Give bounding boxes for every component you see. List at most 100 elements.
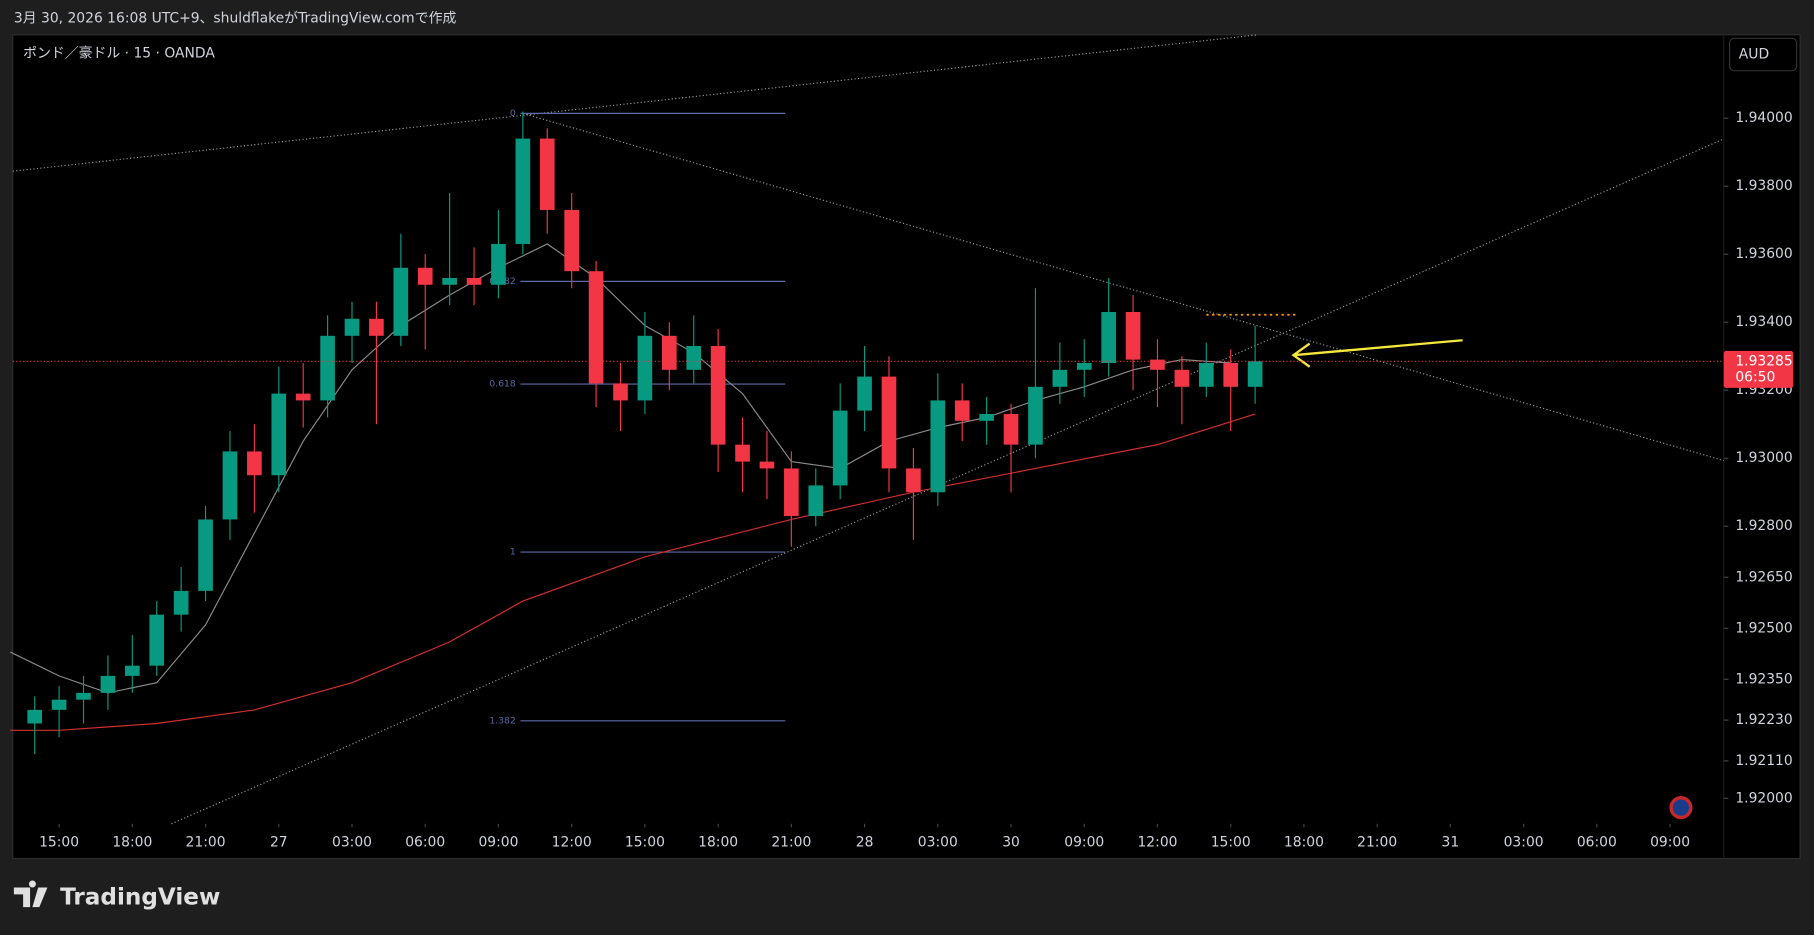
candle-body [1198,363,1214,387]
candle-body [1125,311,1141,360]
trendline [522,112,1724,462]
y-tick-label: 1.92230 [1735,712,1792,728]
last-price-tag [1723,350,1794,388]
currency-label[interactable]: AUD [1739,46,1769,62]
candle-body [1076,363,1092,370]
candle-body [588,271,604,384]
candle-body [637,335,653,401]
x-tick-label: 15:00 [625,834,665,850]
candle-body [198,519,213,591]
candle-body [930,400,946,493]
candle-body [1247,361,1263,387]
x-tick-label: 18:00 [698,834,738,850]
arrow-head [1291,342,1311,368]
candle-body [613,383,628,401]
candle-body [979,414,994,421]
candle-body [735,444,750,462]
x-tick-label: 12:00 [1137,834,1177,850]
flag-inner [1672,799,1690,816]
last-price-label: 1.93285 [1735,353,1792,369]
candle-body [1028,386,1043,445]
flag-icon [1669,796,1693,820]
y-tick-label: 1.92350 [1735,671,1792,687]
candle-body [76,692,91,700]
candle-body [247,451,262,476]
candle-body [1101,311,1116,364]
y-tick-label: 1.93800 [1735,178,1792,194]
logo-text: TradingView [60,884,220,910]
trendline [12,34,1258,172]
candle-body [222,451,238,520]
candle-body [1003,414,1019,445]
x-tick-label: 28 [856,834,874,850]
x-tick-label: 12:00 [552,834,592,850]
candle-body [173,590,189,615]
y-tick-label: 1.93600 [1735,246,1792,262]
candle-body [686,346,702,370]
y-tick-label: 1.92800 [1735,518,1792,534]
candle-body [320,335,335,401]
currency-button[interactable]: AUD [1728,37,1798,72]
x-tick-label: 18:00 [1284,834,1324,850]
candle-body [564,209,580,272]
candle-body [759,461,775,469]
candle-body [491,243,506,285]
currency-button-frame[interactable] [1728,37,1798,72]
moving-average [10,243,1231,694]
candle-body [1150,359,1165,370]
candle-body [393,267,409,336]
fib-label: 1 [510,547,516,558]
candle-body [881,376,897,469]
x-tick-label: 18:00 [112,834,152,850]
candle-body [295,393,311,401]
x-tick-label: 03:00 [1504,834,1544,850]
chart-panel [12,34,1801,860]
candle-body [710,346,726,445]
y-tick-label: 1.92000 [1735,790,1792,806]
candle-body [271,393,287,476]
y-tick-label: 1.92500 [1735,620,1792,636]
candle-body [857,376,872,411]
y-tick-label: 1.92110 [1735,753,1792,769]
candle-body [466,277,482,285]
candle-body [515,138,531,244]
candle-body [906,468,921,493]
x-tick-label: 21:00 [1357,834,1397,850]
x-tick-label: 09:00 [1650,834,1690,850]
fib-label: 0 [510,108,516,119]
candle-body [661,335,677,370]
y-tick-label: 1.93000 [1735,450,1792,466]
symbol-title: ポンド／豪ドル · 15 · OANDA [23,45,215,61]
candle-body [149,614,165,666]
candle-body [539,138,555,210]
candle-body [1223,363,1239,387]
candle-body [417,267,433,285]
x-tick-label: 15:00 [39,834,79,850]
fib-label: 0.618 [489,379,516,390]
fib-label: 1.382 [489,715,515,726]
candle-body [808,485,824,517]
countdown-label: 06:50 [1735,370,1775,386]
caption: 3月 30, 2026 16:08 UTC+9、shuldflakeがTradi… [14,11,457,27]
x-tick-label: 30 [1002,834,1020,850]
candle-body [51,699,67,710]
moving-average [10,413,1256,731]
x-tick-label: 21:00 [771,834,811,850]
candle-body [954,400,970,421]
candle-body [832,410,848,486]
logo-mark [13,880,48,908]
candle-body [784,468,799,517]
x-tick-label: 03:00 [332,834,372,850]
logo: TradingView [13,880,220,910]
x-tick-label: 03:00 [918,834,958,850]
candle-body [125,665,140,676]
candle-body [27,709,43,724]
x-tick-label: 31 [1442,834,1460,850]
y-tick-label: 1.93400 [1735,314,1792,330]
x-tick-label: 27 [270,834,288,850]
y-tick-label: 1.92650 [1735,569,1792,585]
candle-body [369,318,384,336]
